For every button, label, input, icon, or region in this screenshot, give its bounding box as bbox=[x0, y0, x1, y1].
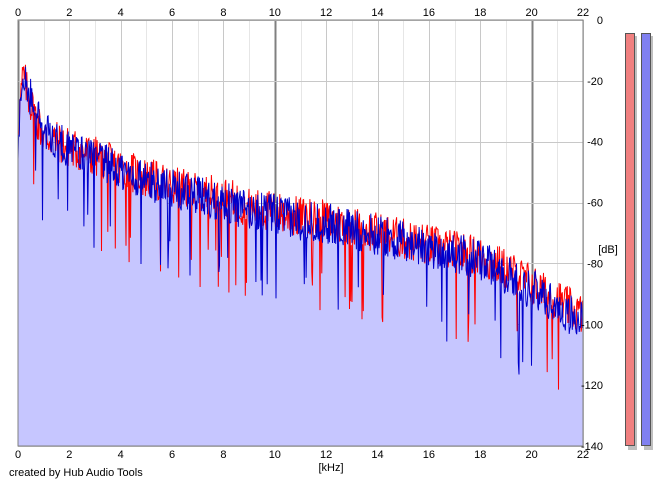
y-tick-label: 0 bbox=[597, 15, 603, 27]
spectrum-series bbox=[17, 64, 584, 390]
series-line-blue bbox=[17, 66, 584, 375]
x-tick-label-top: 6 bbox=[169, 7, 175, 19]
x-tick-label-top: 14 bbox=[371, 7, 383, 19]
x-tick-label-bottom: 2 bbox=[66, 449, 72, 461]
x-tick-label-top: 12 bbox=[320, 7, 332, 19]
spectrum-fill bbox=[18, 66, 583, 447]
x-tick-label-top: 2 bbox=[66, 7, 72, 19]
x-tick-label-bottom: 10 bbox=[269, 449, 281, 461]
y-tick-label: -40 bbox=[587, 137, 603, 149]
x-tick-label-bottom: 0 bbox=[15, 449, 21, 461]
x-tick-label-bottom: 8 bbox=[220, 449, 226, 461]
credit-text: created by Hub Audio Tools bbox=[9, 467, 143, 479]
x-tick-label-bottom: 22 bbox=[577, 449, 589, 461]
level-meter-right-fill bbox=[642, 34, 650, 445]
x-tick-label-bottom: 18 bbox=[474, 449, 486, 461]
x-tick-label-bottom: 4 bbox=[118, 449, 124, 461]
x-tick-label-top: 10 bbox=[269, 7, 281, 19]
x-axis-label: [kHz] bbox=[318, 462, 343, 474]
x-ticks-top: 0 2 4 6 8 10 12 14 16 18 20 22 bbox=[15, 7, 589, 19]
y-ticks: 0 -20 -40 -60 -80 -100 -120 -140 bbox=[581, 15, 603, 453]
level-meter-left-fill bbox=[626, 34, 634, 445]
y-tick-label: -140 bbox=[581, 441, 603, 453]
level-meter-right bbox=[641, 33, 651, 446]
x-tick-label-top: 8 bbox=[220, 7, 226, 19]
x-tick-label-bottom: 16 bbox=[423, 449, 435, 461]
x-tick-label-top: 4 bbox=[118, 7, 124, 19]
x-tick-label-bottom: 12 bbox=[320, 449, 332, 461]
x-tick-label-top: 22 bbox=[577, 7, 589, 19]
y-axis-label: [dB] bbox=[598, 244, 618, 256]
y-tick-label: -20 bbox=[587, 76, 603, 88]
x-tick-label-top: 18 bbox=[474, 7, 486, 19]
y-tick-label: -80 bbox=[587, 258, 603, 270]
y-tick-label: -120 bbox=[581, 380, 603, 392]
y-tick-label: -60 bbox=[587, 198, 603, 210]
spectrum-area-fill bbox=[18, 66, 583, 447]
x-tick-label-bottom: 20 bbox=[526, 449, 538, 461]
x-tick-label-top: 20 bbox=[526, 7, 538, 19]
y-tick-label: -100 bbox=[581, 319, 603, 331]
x-tick-label-top: 0 bbox=[15, 7, 21, 19]
x-tick-label-bottom: 14 bbox=[371, 449, 383, 461]
x-ticks-bottom: 0 2 4 6 8 10 12 14 16 18 20 22 bbox=[15, 449, 589, 461]
plot-border bbox=[17, 19, 584, 447]
x-tick-label-top: 16 bbox=[423, 7, 435, 19]
level-meter-left bbox=[625, 33, 635, 446]
x-tick-label-bottom: 6 bbox=[169, 449, 175, 461]
